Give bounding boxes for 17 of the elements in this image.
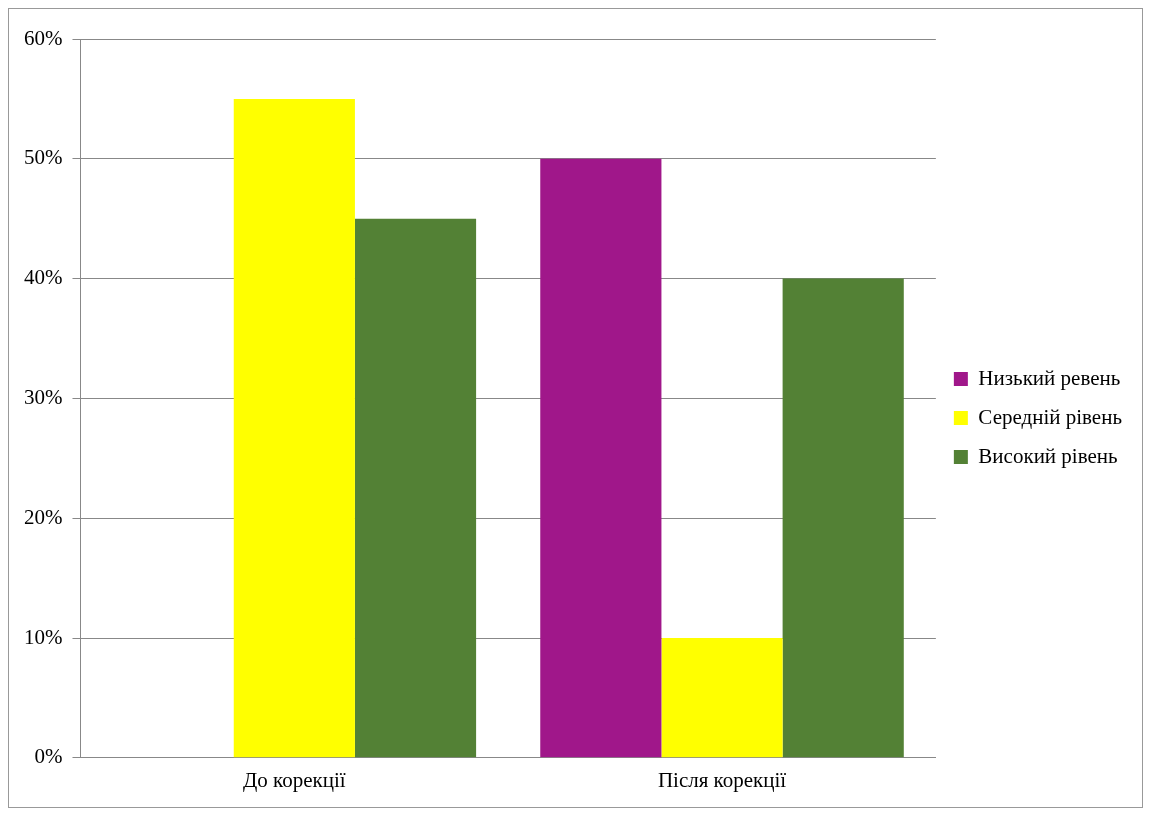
bar xyxy=(233,98,355,758)
legend-label: Середній рівень xyxy=(978,404,1122,429)
x-tick-label: До корекції xyxy=(243,767,346,792)
y-tick-label: 20% xyxy=(23,504,63,529)
x-tick-label: Після корекції xyxy=(657,767,787,792)
legend-label: Низький ревень xyxy=(978,365,1121,390)
bar xyxy=(354,218,477,758)
bar xyxy=(540,158,662,758)
y-tick-label: 0% xyxy=(34,744,63,769)
bar xyxy=(661,638,783,758)
y-tick-label: 40% xyxy=(23,265,63,290)
y-tick-label: 10% xyxy=(23,624,63,649)
y-tick-label: 60% xyxy=(23,25,63,50)
legend-label: Високий рівень xyxy=(978,443,1118,468)
y-tick-label: 50% xyxy=(23,145,63,170)
bar xyxy=(782,278,904,758)
y-tick-label: 30% xyxy=(23,384,63,409)
